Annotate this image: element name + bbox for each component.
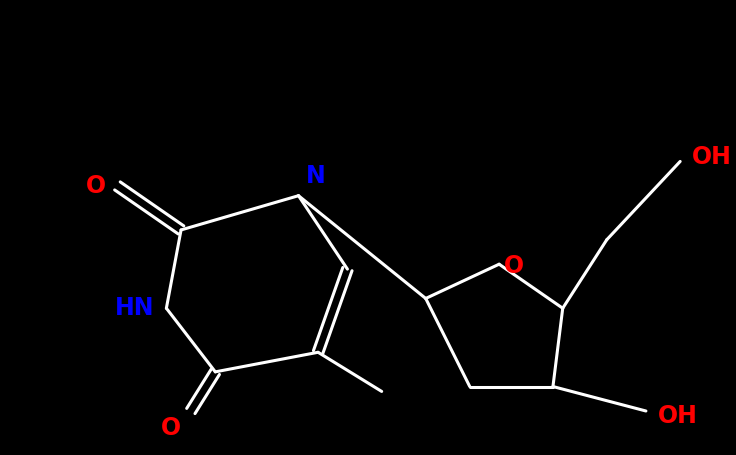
Text: O: O — [85, 174, 106, 198]
Text: O: O — [161, 416, 181, 440]
Text: N: N — [306, 164, 326, 188]
Text: HN: HN — [115, 296, 155, 320]
Text: O: O — [504, 254, 524, 278]
Text: OH: OH — [692, 145, 732, 168]
Text: OH: OH — [658, 404, 698, 428]
